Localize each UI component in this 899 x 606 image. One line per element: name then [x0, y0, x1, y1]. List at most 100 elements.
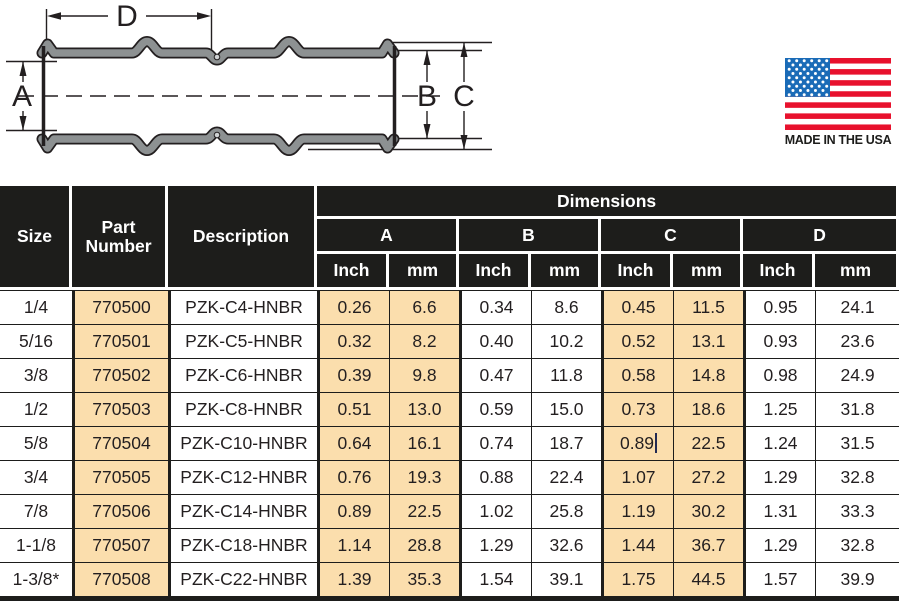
column-header-c-mm: mm [673, 254, 743, 290]
cell-c-inch: 1.19 [601, 494, 673, 528]
cell-size: 1/4 [0, 290, 72, 324]
cell-b-mm: 8.6 [531, 290, 601, 324]
cell-b-mm: 18.7 [531, 426, 601, 460]
flag-stars [787, 59, 829, 97]
cell-a-inch: 1.14 [317, 528, 389, 562]
dim-label-d: D [116, 0, 138, 33]
cell-d-inch: 0.93 [743, 324, 815, 358]
cell-b-mm: 15.0 [531, 392, 601, 426]
cell-d-mm: 31.5 [815, 426, 899, 460]
cell-description: PZK-C4-HNBR [168, 290, 317, 324]
column-header-description: Description [168, 186, 317, 290]
dim-c-extension-lines [308, 41, 492, 151]
dim-label-a: A [12, 80, 32, 113]
cell-part-number: 770504 [72, 426, 168, 460]
cell-b-inch: 0.74 [459, 426, 531, 460]
column-header-c: C [601, 219, 743, 254]
cell-a-mm: 35.3 [389, 562, 459, 596]
cell-b-inch: 0.88 [459, 460, 531, 494]
cell-d-inch: 1.24 [743, 426, 815, 460]
dim-a-extension-lines [6, 60, 57, 132]
end-faces [41, 46, 397, 146]
dim-b-arrow-up [423, 50, 431, 65]
bottom-dimple-hole [213, 131, 221, 139]
cell-description: PZK-C6-HNBR [168, 358, 317, 392]
column-header-d-mm: mm [815, 254, 899, 290]
cell-d-mm: 32.8 [815, 460, 899, 494]
cell-a-mm: 19.3 [389, 460, 459, 494]
cell-b-inch: 1.02 [459, 494, 531, 528]
table-row: 1-1/8 770507 PZK-C18-HNBR 1.14 28.8 1.29… [0, 528, 899, 562]
flag-stripes [785, 58, 891, 130]
table-row: 5/8 770504 PZK-C10-HNBR 0.64 16.1 0.74 1… [0, 426, 899, 460]
cell-b-mm: 10.2 [531, 324, 601, 358]
cell-part-number: 770507 [72, 528, 168, 562]
table-row: 3/4 770505 PZK-C12-HNBR 0.76 19.3 0.88 2… [0, 460, 899, 494]
cell-description: PZK-C8-HNBR [168, 392, 317, 426]
cell-d-mm: 33.3 [815, 494, 899, 528]
cell-a-inch: 0.76 [317, 460, 389, 494]
cell-description: PZK-C14-HNBR [168, 494, 317, 528]
cell-a-mm: 6.6 [389, 290, 459, 324]
column-header-a-inch: Inch [317, 254, 389, 290]
cell-c-inch: 1.07 [601, 460, 673, 494]
cell-c-mm: 11.5 [673, 290, 743, 324]
column-header-b-mm: mm [531, 254, 601, 290]
column-header-b-inch: Inch [459, 254, 531, 290]
cell-a-mm: 13.0 [389, 392, 459, 426]
cell-c-mm: 44.5 [673, 562, 743, 596]
table-row: 5/16 770501 PZK-C5-HNBR 0.32 8.2 0.40 10… [0, 324, 899, 358]
dim-c-arrow-up [460, 42, 468, 57]
cell-description: PZK-C10-HNBR [168, 426, 317, 460]
cell-c-mm: 14.8 [673, 358, 743, 392]
cell-a-inch: 0.64 [317, 426, 389, 460]
made-in-usa-text: MADE IN THE USA [784, 133, 892, 147]
cell-part-number: 770501 [72, 324, 168, 358]
dim-label-c: C [453, 80, 475, 113]
cell-d-inch: 1.31 [743, 494, 815, 528]
cell-d-inch: 1.25 [743, 392, 815, 426]
cell-a-mm: 16.1 [389, 426, 459, 460]
column-header-a: A [317, 219, 459, 254]
column-header-d-inch: Inch [743, 254, 815, 290]
cell-part-number: 770506 [72, 494, 168, 528]
cell-b-inch: 0.47 [459, 358, 531, 392]
cell-part-number: 770508 [72, 562, 168, 596]
cell-part-number: 770505 [72, 460, 168, 494]
table-row: 1-3/8* 770508 PZK-C22-HNBR 1.39 35.3 1.5… [0, 562, 899, 596]
cell-b-mm: 32.6 [531, 528, 601, 562]
column-header-b: B [459, 219, 601, 254]
cell-b-inch: 0.40 [459, 324, 531, 358]
cell-size: 3/4 [0, 460, 72, 494]
cell-size: 5/16 [0, 324, 72, 358]
cell-d-inch: 0.98 [743, 358, 815, 392]
cell-a-inch: 0.26 [317, 290, 389, 324]
table-row: 1/4 770500 PZK-C4-HNBR 0.26 6.6 0.34 8.6… [0, 290, 899, 324]
cell-c-mm: 22.5 [673, 426, 743, 460]
cell-b-inch: 1.54 [459, 562, 531, 596]
cell-c-mm: 13.1 [673, 324, 743, 358]
cell-a-inch: 0.39 [317, 358, 389, 392]
cell-c-inch: 0.52 [601, 324, 673, 358]
dim-b-extension-lines [397, 49, 482, 140]
cell-d-mm: 32.8 [815, 528, 899, 562]
dim-a-arrow-down [19, 116, 27, 131]
cell-d-inch: 0.95 [743, 290, 815, 324]
table-body: 1/4 770500 PZK-C4-HNBR 0.26 6.6 0.34 8.6… [0, 290, 899, 596]
cell-a-inch: 0.32 [317, 324, 389, 358]
cell-a-inch: 1.39 [317, 562, 389, 596]
cell-a-mm: 8.2 [389, 324, 459, 358]
dim-b-arrow-down [423, 124, 431, 139]
column-header-part-number: Part Number [72, 186, 168, 290]
coupling-technical-drawing: D A B C [6, 0, 492, 156]
cell-b-inch: 0.59 [459, 392, 531, 426]
cell-b-inch: 0.34 [459, 290, 531, 324]
cell-part-number: 770500 [72, 290, 168, 324]
dim-c-arrow-down [460, 135, 468, 150]
cell-d-mm: 39.9 [815, 562, 899, 596]
cell-size: 1/2 [0, 392, 72, 426]
column-header-c-inch: Inch [601, 254, 673, 290]
cell-b-mm: 22.4 [531, 460, 601, 494]
cell-part-number: 770502 [72, 358, 168, 392]
